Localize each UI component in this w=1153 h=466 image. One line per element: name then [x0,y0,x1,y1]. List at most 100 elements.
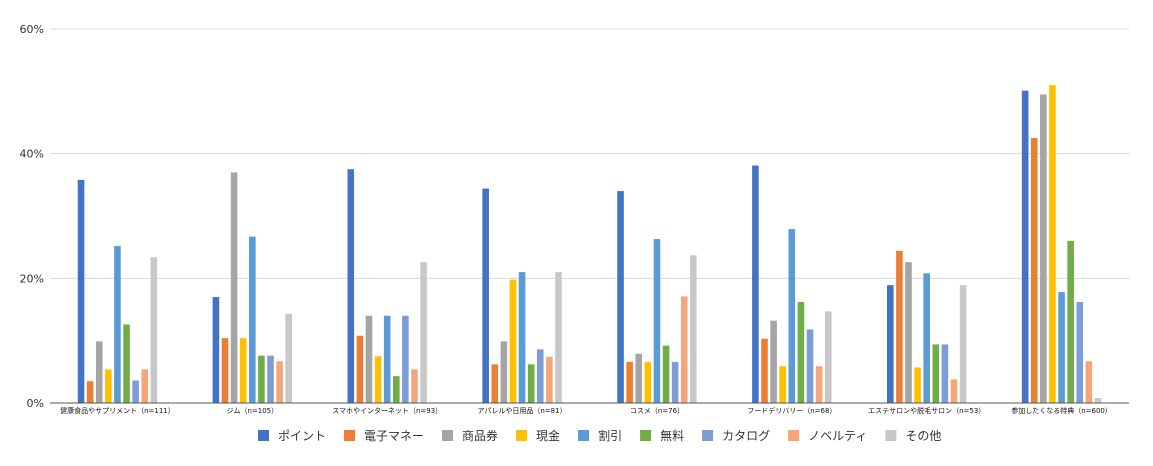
bar [482,188,489,403]
bar [114,245,121,403]
bar [347,169,355,403]
x-tick-label: スマホやインターネット（n=93） [332,406,442,415]
legend: ポイント 電子マネー 商品券 現金 割引 無料 カタログ ノベルティ その他 [258,428,941,443]
bar [285,313,293,403]
bar [402,315,409,403]
bar [770,320,777,403]
bar [788,229,796,403]
bar [212,297,220,403]
bar [662,345,670,403]
legend-label: 割引 [598,428,622,443]
bar [761,338,768,403]
x-tick-label: ジム（n=105） [226,407,278,415]
x-axis: 健康食品やサプリメント（n=111） ジム（n=105） スマホやインターネット（n… [50,402,1129,415]
bar [267,355,274,403]
bar [1030,138,1038,403]
legend-label: 電子マネー [364,429,424,443]
bar [374,356,382,403]
legend-swatch [258,430,269,441]
bar [690,255,697,403]
bar [518,272,526,403]
legend-swatch [788,430,800,441]
bar [1067,240,1074,403]
y-tick-label: 40% [20,148,44,161]
bar [914,367,921,403]
bar [752,165,759,403]
bar [123,324,130,403]
x-tick-label: フードデリバリー（n=68） [747,406,836,415]
legend-swatch [640,430,652,441]
y-tick-label: 60% [20,23,44,36]
bar [644,361,652,403]
bar [383,315,391,403]
bar [626,361,633,403]
bar [923,273,930,403]
bar [779,366,787,403]
bar [635,353,643,403]
bar [230,172,238,403]
bar [1021,90,1029,404]
bar [1076,302,1084,403]
bar [1085,361,1093,403]
bar [132,380,139,403]
bar [896,250,903,403]
bar [392,376,400,403]
y-tick-label: 0% [27,397,44,410]
bar [420,262,427,403]
bar [653,239,661,403]
bar [617,191,624,403]
x-tick-label: アパレルや日用品（n=81） [478,407,567,415]
gridlines [50,28,1129,279]
bar [555,272,562,403]
y-axis: 0% 20% 40% 60% [20,23,44,410]
legend-swatch [885,430,897,441]
bar [950,379,958,403]
bar [77,179,85,403]
bar [221,338,229,403]
legend-label: ノベルティ [808,429,867,443]
bar [258,355,265,403]
bar [815,366,823,403]
legend-label: 商品券 [462,428,498,443]
legend-swatch [344,430,356,441]
bar [86,381,94,403]
bar [141,369,149,403]
bar [1049,85,1056,403]
x-tick-label: 参加したくなる特典（n=600） [1011,406,1112,415]
bar [239,338,247,403]
legend-label: カタログ [722,429,770,443]
x-tick-label: エステサロンや脱毛サロン（n=53） [868,406,985,415]
y-tick-label: 20% [20,272,44,285]
legend-swatch [516,430,528,441]
legend-label: 現金 [536,428,560,443]
x-tick-label: コスメ（n=76） [630,407,684,415]
bar [959,285,967,403]
bar [797,302,805,403]
legend-swatch [578,430,590,441]
bar [886,285,894,403]
bar [249,236,256,403]
bar [491,364,499,403]
bar [536,349,544,403]
bar [500,341,508,403]
bar [365,315,373,403]
bar [941,344,949,403]
bar [806,329,814,403]
bar [546,356,553,403]
legend-label: ポイント [278,429,326,443]
legend-label: その他 [905,429,941,443]
legend-swatch [442,430,454,441]
bar [411,369,418,403]
bar [150,257,158,403]
bar [1058,292,1065,403]
bar [95,341,103,403]
bar [509,279,517,403]
legend-swatch [702,430,714,441]
bar [680,296,688,403]
bar [932,344,940,403]
bar [356,335,364,403]
bar [671,361,679,403]
bar [824,311,832,403]
bar [527,364,535,403]
